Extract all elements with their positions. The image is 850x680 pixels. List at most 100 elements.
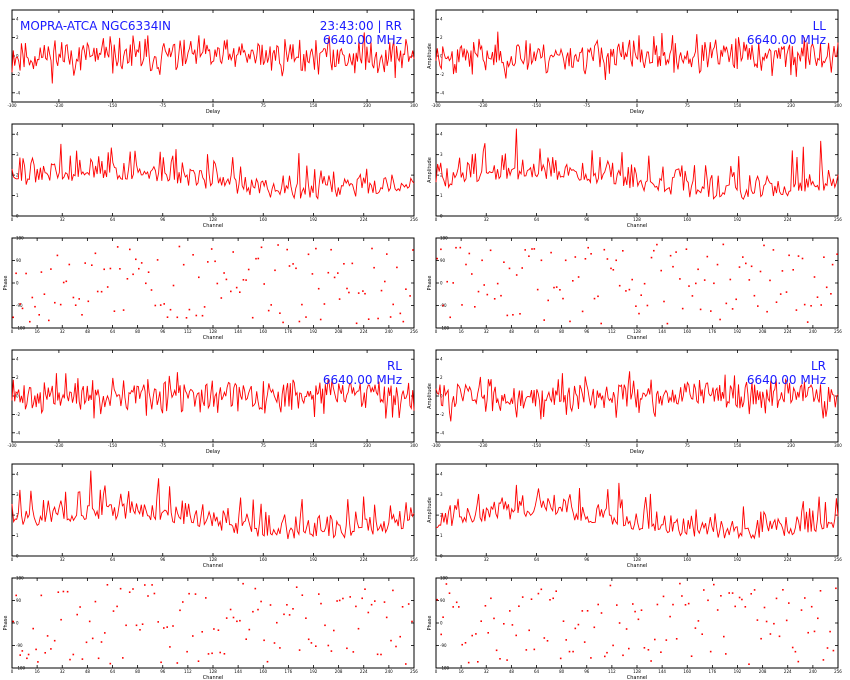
rl-phase-point bbox=[401, 606, 404, 608]
rr-phase-point bbox=[109, 267, 112, 270]
ll-phase-point bbox=[831, 263, 834, 266]
lr-phase-point bbox=[643, 647, 646, 649]
x-tick-label: 16 bbox=[35, 329, 41, 334]
lr-phase-point bbox=[662, 595, 665, 598]
rr-phase-point bbox=[260, 246, 263, 249]
y-tick-label: 4 bbox=[440, 357, 443, 362]
rr-phase-point bbox=[323, 303, 326, 305]
ll-phase-point bbox=[792, 269, 794, 271]
rl-phase-point bbox=[112, 610, 115, 612]
y-tick-label: 0 bbox=[440, 54, 443, 59]
rr-phase-point bbox=[389, 316, 392, 318]
rl-phase-point bbox=[266, 660, 269, 663]
ll-phase-point bbox=[486, 293, 489, 296]
y-tick-label: 0 bbox=[16, 214, 19, 219]
rl-phase-point bbox=[128, 591, 131, 593]
rl-phase-point bbox=[79, 606, 81, 608]
lr-phase-point bbox=[681, 595, 683, 597]
lr-phase-point bbox=[572, 650, 574, 653]
ll-phase-point bbox=[810, 305, 812, 307]
x-axis-label: Channel bbox=[203, 223, 224, 229]
rr-phase-point bbox=[399, 312, 402, 315]
source-label: MOPRA-ATCA NGC6334IN bbox=[20, 19, 171, 33]
ll-phase-point bbox=[440, 248, 442, 251]
rr-phase-point bbox=[113, 310, 116, 312]
rr-phase-point bbox=[223, 272, 225, 274]
rr-phase-point bbox=[56, 254, 59, 257]
x-tick-label: 96 bbox=[584, 329, 590, 334]
x-tick-label: 240 bbox=[385, 669, 393, 674]
rr-phase-point bbox=[140, 262, 143, 264]
x-tick-label: 224 bbox=[784, 217, 792, 222]
x-tick-label: 32 bbox=[60, 557, 66, 562]
x-axis-label: Channel bbox=[203, 563, 224, 569]
rr-phase-point bbox=[72, 296, 75, 299]
lr-phase-point bbox=[647, 649, 650, 651]
ll-phase-point bbox=[699, 308, 702, 311]
rr-phase-point bbox=[282, 321, 284, 324]
y-axis-label: Amplitude bbox=[427, 497, 433, 523]
ll-phase-frame bbox=[435, 237, 839, 329]
ll-phase-point bbox=[748, 279, 751, 281]
rr-phase-point bbox=[15, 272, 17, 275]
ll-phase-point bbox=[597, 295, 599, 298]
lr-phase-point bbox=[452, 606, 454, 608]
rl-phase-point bbox=[330, 650, 333, 652]
rl-phase-point bbox=[197, 660, 200, 662]
rr-phase-point bbox=[74, 304, 77, 306]
rl-phase-point bbox=[85, 641, 88, 644]
x-tick-label: 224 bbox=[784, 329, 792, 334]
rr-delay-trace bbox=[11, 32, 415, 84]
rl-phase-point bbox=[88, 620, 91, 623]
lr-phase-point bbox=[552, 597, 554, 600]
y-tick-label: -2 bbox=[440, 412, 444, 417]
ll-phase-point bbox=[716, 263, 719, 266]
rr-phase-point bbox=[412, 249, 414, 251]
ll-phase-point bbox=[769, 279, 771, 282]
rr-phase-point bbox=[106, 286, 109, 288]
x-tick-label: 96 bbox=[584, 669, 590, 674]
rr-phase-point bbox=[59, 303, 62, 306]
rl-phase-point bbox=[385, 616, 388, 619]
y-tick-label: 4 bbox=[16, 17, 19, 22]
ll-phase-point bbox=[820, 304, 822, 306]
rr-phase-point bbox=[242, 279, 245, 281]
x-tick-label: -230 bbox=[54, 443, 64, 448]
lr-phase-point bbox=[819, 590, 822, 592]
ll-phase-point bbox=[543, 319, 545, 321]
rl-phase-point bbox=[179, 609, 181, 612]
rr-phase-point bbox=[21, 307, 24, 310]
ll-phase-point bbox=[653, 249, 655, 252]
x-tick-label: 64 bbox=[534, 217, 540, 222]
rr-phase-point bbox=[373, 266, 375, 269]
rr-phase-point bbox=[409, 295, 411, 297]
rl-phase-point bbox=[355, 605, 357, 608]
lr-phase-point bbox=[458, 606, 460, 608]
rr-phase-point bbox=[50, 268, 52, 270]
lr-phase-point bbox=[753, 589, 756, 591]
rl-phase-point bbox=[135, 624, 138, 627]
lr-phase-point bbox=[515, 634, 517, 637]
x-tick-label: 160 bbox=[683, 669, 691, 674]
rl-phase-point bbox=[254, 587, 257, 590]
rl-phase-point bbox=[361, 597, 363, 600]
ll-phase-point bbox=[781, 270, 784, 272]
y-tick-label: 180 bbox=[440, 576, 448, 581]
ll-phase-point bbox=[766, 310, 768, 313]
ll-phase-point bbox=[572, 280, 574, 282]
ll-phase-point bbox=[477, 290, 480, 293]
rl-phase-point bbox=[298, 649, 301, 651]
rr-phase-point bbox=[247, 268, 250, 271]
ll-phase-point bbox=[738, 266, 741, 268]
y-axis-label: Amplitude bbox=[427, 43, 433, 69]
x-tick-label: 48 bbox=[509, 329, 515, 334]
lr-amp-frame bbox=[435, 463, 839, 557]
rl-phase-point bbox=[50, 648, 52, 650]
rr-phase-point bbox=[182, 263, 185, 266]
x-tick-label: 64 bbox=[534, 329, 540, 334]
rr-phase-point bbox=[333, 276, 336, 279]
lr-phase-point bbox=[509, 610, 511, 612]
ll-phase-point bbox=[679, 278, 681, 280]
x-tick-label: 48 bbox=[85, 669, 91, 674]
rr-phase-point bbox=[263, 283, 265, 285]
